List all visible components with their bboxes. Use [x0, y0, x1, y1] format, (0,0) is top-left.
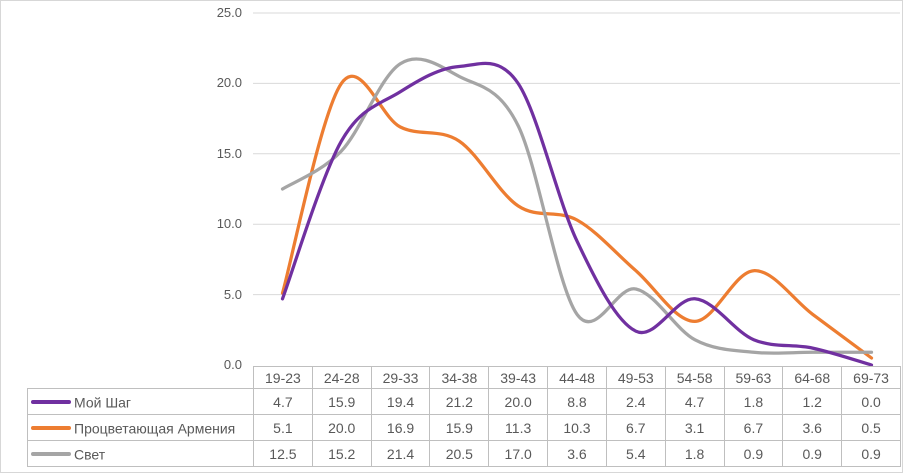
category-header-cell: 39-43: [488, 366, 549, 389]
value-cell: 1.8: [664, 440, 725, 467]
value-cell: 5.4: [605, 440, 666, 467]
category-header-cell: 54-58: [664, 366, 725, 389]
series-row-1: Мой Шаг 4.7 15.9 19.4 21.2 20.0 8.8 2.4 4.7 1.8 1.…: [27, 388, 901, 415]
value-cell: 0.9: [841, 440, 901, 467]
value-cell: 20.5: [429, 440, 490, 467]
value-cell: 2.4: [605, 388, 666, 415]
value-cell: 20.0: [488, 388, 549, 415]
value-cell: 10.3: [547, 414, 607, 441]
category-header-cell: 64-68: [782, 366, 843, 389]
value-cell: 3.6: [782, 414, 843, 441]
category-header-cell: 44-48: [547, 366, 607, 389]
value-cell: 1.8: [723, 388, 784, 415]
value-cell: 15.9: [429, 414, 490, 441]
value-cell: 16.9: [370, 414, 431, 441]
value-cell: 0.5: [841, 414, 901, 441]
value-cell: 1.2: [782, 388, 843, 415]
y-axis-label-0.0: 0.0: [223, 357, 242, 372]
y-axis-label-15.0: 15.0: [216, 145, 242, 161]
value-cell: 4.7: [664, 388, 725, 415]
series-line-3: [280, 57, 874, 355]
y-axis-label-25.0: 25.0: [216, 5, 242, 20]
value-cell: 6.7: [605, 414, 666, 441]
series-row-2: Процветающая Армения 5.1 20.0 16.9 15.9 11.3 1…: [27, 414, 901, 441]
value-cell: 20.0: [311, 414, 372, 441]
category-header-cell: 34-38: [429, 366, 490, 389]
value-cell: 12.5: [253, 440, 313, 467]
category-header-cell: 49-53: [605, 366, 666, 389]
value-cell: 3.6: [547, 440, 607, 467]
category-header-cell: 59-63: [723, 366, 784, 389]
legend-swatch-icon: [31, 426, 71, 431]
value-cell: 3.1: [664, 414, 725, 441]
category-header-cell: 69-73: [841, 366, 901, 389]
category-header-cell: 29-33: [370, 366, 431, 389]
value-cell: 4.7: [253, 388, 313, 415]
value-cell: 15.2: [311, 440, 372, 467]
y-axis-label-10.0: 10.0: [216, 216, 242, 232]
chart-data-table: 19-23 24-28 29-33 34-38 39-43 44-48 49-53 54-58…: [27, 366, 901, 467]
y-axis-label-5.0: 5.0: [223, 286, 242, 302]
legend-swatch-icon: [31, 400, 71, 405]
legend-swatch-icon: [31, 452, 71, 457]
value-cell: 19.4: [370, 388, 431, 415]
legend-label: Свет: [74, 446, 106, 463]
series-row-3: Свет 12.5 15.2 21.4 20.5 17.0 3.6 5.4 1.8 0.9 0.9 0…: [27, 440, 901, 467]
legend-label: Процветающая Армения: [74, 420, 236, 437]
value-cell: 5.1: [253, 414, 313, 441]
category-header-row: 19-23 24-28 29-33 34-38 39-43 44-48 49-53 54-58…: [28, 366, 901, 389]
value-cell: 21.2: [429, 388, 490, 415]
series-line-1: [280, 61, 874, 367]
value-cell: 0.9: [782, 440, 843, 467]
table-corner-blank: [28, 367, 254, 389]
value-cell: 21.4: [370, 440, 431, 467]
value-cell: 8.8: [547, 388, 607, 415]
value-cell: 17.0: [488, 440, 549, 467]
category-header-cell: 19-23: [253, 366, 313, 389]
value-cell: 15.9: [311, 388, 372, 415]
value-cell: 0.9: [723, 440, 784, 467]
series-line-2: [280, 74, 874, 360]
legend-key-2: Процветающая Армения: [27, 414, 254, 441]
value-cell: 11.3: [488, 414, 549, 441]
value-cell: 0.0: [841, 388, 901, 415]
value-cell: 6.7: [723, 414, 784, 441]
legend-label: Мой Шаг: [74, 394, 132, 411]
y-axis-label-20.0: 20.0: [216, 75, 242, 91]
legend-key-3: Свет: [27, 440, 254, 467]
legend-key-1: Мой Шаг: [27, 388, 254, 415]
category-header-cell: 24-28: [311, 366, 372, 389]
